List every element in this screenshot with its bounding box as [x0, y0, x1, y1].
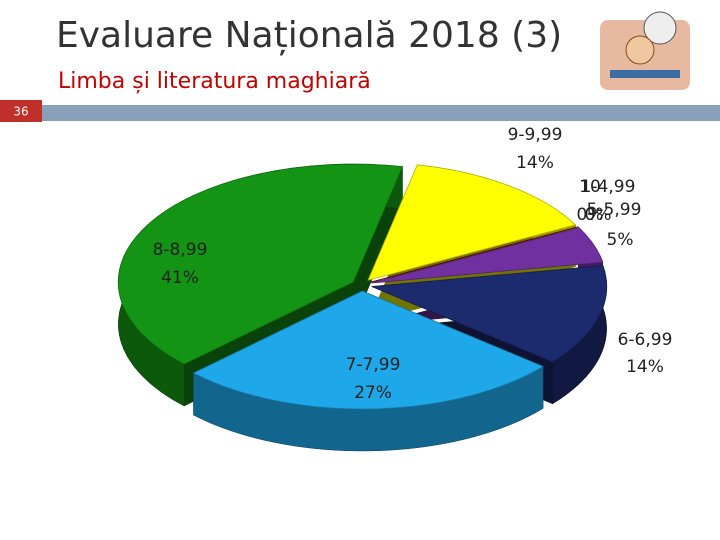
slide-title: Evaluare Națională 2018 (3)	[56, 15, 562, 56]
slice-value-label: 5%	[607, 230, 634, 250]
slice-category-label: 6-6,99	[618, 330, 673, 350]
slice-category-label: 7-7,99	[346, 355, 401, 375]
slice-category-label: 10	[579, 177, 601, 197]
slice-category-label: 8-8,99	[153, 240, 208, 260]
slice-value-label: 41%	[161, 268, 199, 288]
pie-slice	[371, 265, 608, 363]
header-bar	[40, 105, 720, 121]
slice-value-label: 0%	[585, 205, 612, 225]
clipart	[600, 11, 690, 90]
pie-slice	[367, 164, 577, 281]
slice-value-label: 0%	[577, 205, 604, 225]
pie-slice	[371, 227, 604, 284]
slice-category-label: 1-4,99	[581, 177, 636, 197]
slice-category-label: 5-5,99	[587, 200, 642, 220]
slice-value-label: 27%	[354, 383, 392, 403]
slide-number-box	[0, 100, 42, 122]
slide-number: 36	[13, 105, 28, 119]
slice-category-label: 9-9,99	[508, 125, 563, 145]
pie-slice	[192, 290, 545, 410]
slice-value-label: 14%	[516, 153, 554, 173]
pie-chart: 1-4,99 0%5-5,99 5% 6-6,99 14% 7-7,99 27% 8-8,99…	[117, 125, 673, 452]
slice-value-label: 14%	[626, 357, 664, 377]
slide-subtitle: Limba și literatura maghiară	[58, 69, 371, 94]
pie-slice	[117, 163, 404, 365]
pie-slice	[370, 226, 579, 283]
